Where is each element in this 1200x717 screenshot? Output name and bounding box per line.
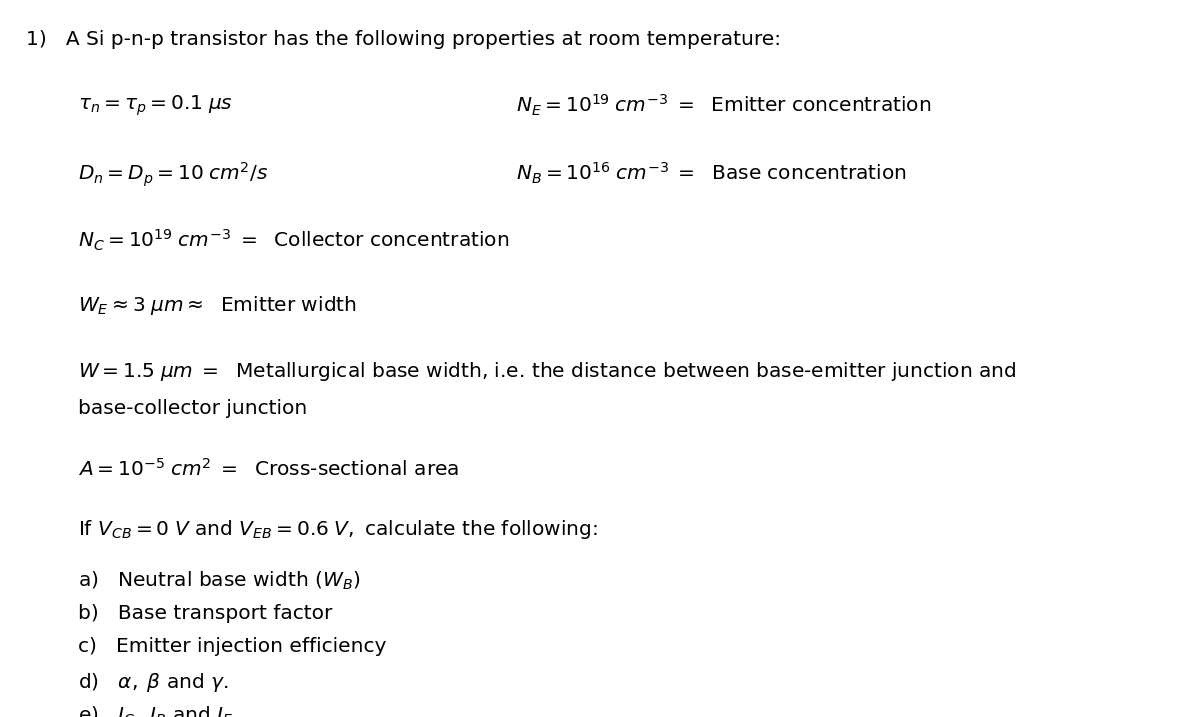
Text: $W_E \approx 3\;\mu m \approx$  Emitter width: $W_E \approx 3\;\mu m \approx$ Emitter w… [78, 294, 356, 317]
Text: 1)   A Si p-n-p transistor has the following properties at room temperature:: 1) A Si p-n-p transistor has the followi… [26, 30, 781, 49]
Text: d)   $\alpha,\;\beta$ and $\gamma$.: d) $\alpha,\;\beta$ and $\gamma$. [78, 671, 228, 694]
Text: e)   $I_C,\;I_B$ and $I_E$.: e) $I_C,\;I_B$ and $I_E$. [78, 705, 238, 717]
Text: If $V_{CB} = 0\;V$ and $V_{EB} = 0.6\;V,$ calculate the following:: If $V_{CB} = 0\;V$ and $V_{EB} = 0.6\;V,… [78, 518, 598, 541]
Text: $W = 1.5\;\mu m\;=$  Metallurgical base width, i.e. the distance between base-em: $W = 1.5\;\mu m\;=$ Metallurgical base w… [78, 360, 1016, 383]
Text: $N_B = 10^{16}\;cm^{-3}\;=$  Base concentration: $N_B = 10^{16}\;cm^{-3}\;=$ Base concent… [516, 161, 907, 186]
Text: $N_C = 10^{19}\;cm^{-3}\;=$  Collector concentration: $N_C = 10^{19}\;cm^{-3}\;=$ Collector co… [78, 228, 509, 253]
Text: a)   Neutral base width ($W_B$): a) Neutral base width ($W_B$) [78, 570, 360, 592]
Text: base-collector junction: base-collector junction [78, 399, 307, 418]
Text: b)   Base transport factor: b) Base transport factor [78, 604, 332, 622]
Text: c)   Emitter injection efficiency: c) Emitter injection efficiency [78, 637, 386, 656]
Text: $\tau_n = \tau_p = 0.1\;\mu s$: $\tau_n = \tau_p = 0.1\;\mu s$ [78, 93, 233, 118]
Text: $A = 10^{-5}\;cm^2\;=$  Cross-sectional area: $A = 10^{-5}\;cm^2\;=$ Cross-sectional a… [78, 457, 460, 480]
Text: $N_E = 10^{19}\;cm^{-3}\;=$  Emitter concentration: $N_E = 10^{19}\;cm^{-3}\;=$ Emitter conc… [516, 93, 931, 118]
Text: $D_n = D_p = 10\;cm^2/s$: $D_n = D_p = 10\;cm^2/s$ [78, 161, 269, 189]
